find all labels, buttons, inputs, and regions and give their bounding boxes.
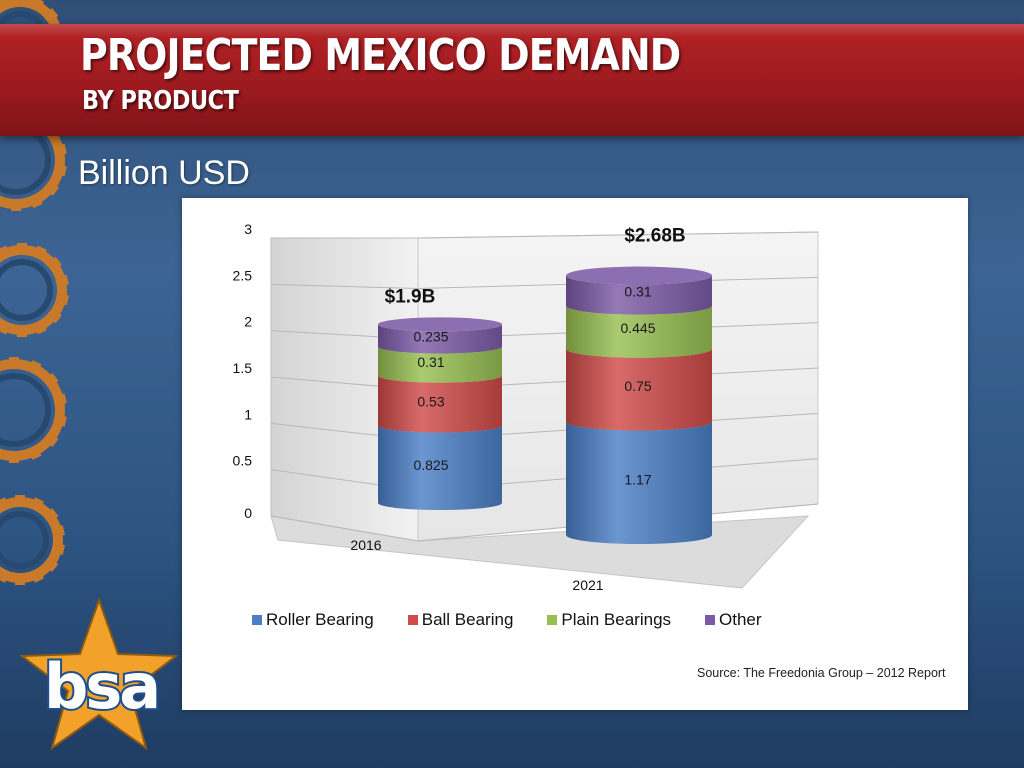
x-tick-label: 2016 bbox=[350, 537, 381, 553]
data-label: 0.31 bbox=[624, 284, 651, 300]
legend-item: Roller Bearing bbox=[252, 610, 374, 630]
bsa-logo: bsa bbox=[19, 596, 179, 751]
data-label: 0.75 bbox=[624, 378, 651, 394]
data-label: 0.31 bbox=[417, 354, 444, 370]
data-label: 0.53 bbox=[417, 394, 444, 410]
bar-segment bbox=[566, 421, 712, 544]
banner-shine bbox=[0, 24, 1024, 38]
logo-text: bsa bbox=[44, 650, 158, 723]
y-tick-label: 2 bbox=[244, 314, 252, 330]
data-label: 0.825 bbox=[413, 457, 448, 473]
x-tick-label: 2021 bbox=[572, 577, 603, 593]
gear-icon bbox=[0, 243, 69, 337]
stacked-cylinder-chart: 0 0.5 1 1.5 2 2.5 3 0.825 0.53 0.31 0.235 1.17 0.75… bbox=[233, 221, 819, 593]
data-label: 1.17 bbox=[624, 471, 651, 487]
legend-label: Ball Bearing bbox=[421, 610, 514, 629]
bar-segment bbox=[566, 348, 712, 431]
gridline bbox=[417, 231, 819, 239]
y-tick-label: 2.5 bbox=[233, 267, 253, 283]
legend-item: Plain Bearings bbox=[547, 610, 671, 630]
total-label: $2.68B bbox=[624, 226, 685, 247]
bar-segment bbox=[378, 425, 502, 510]
legend-item: Other bbox=[705, 610, 762, 630]
data-label: 0.445 bbox=[620, 320, 655, 336]
bar-segment-top bbox=[378, 317, 502, 332]
y-tick-label: 0 bbox=[244, 505, 252, 521]
legend-swatch bbox=[705, 615, 716, 625]
gear-icon bbox=[0, 495, 65, 585]
data-label: 0.235 bbox=[413, 328, 448, 344]
bar-segment bbox=[566, 275, 712, 315]
legend-swatch bbox=[252, 615, 262, 625]
total-label: $1.9B bbox=[385, 286, 436, 307]
legend-label: Plain Bearings bbox=[561, 610, 672, 629]
bar-segment bbox=[378, 324, 502, 354]
y-tick-label: 1 bbox=[244, 406, 252, 422]
cylinder-2016: 0.825 0.53 0.31 0.235 bbox=[378, 317, 502, 510]
legend-swatch bbox=[547, 615, 558, 625]
y-tick-label: 3 bbox=[244, 221, 252, 237]
gridline bbox=[270, 283, 419, 289]
cylinder-2021: 1.17 0.75 0.445 0.31 bbox=[566, 266, 712, 544]
source-note: Source: The Freedonia Group – 2012 Repor… bbox=[697, 666, 946, 680]
units-label: Billion USD bbox=[78, 154, 250, 192]
chart-legend: Roller Bearing Ball Bearing Plain Bearin… bbox=[252, 610, 812, 630]
legend-swatch bbox=[407, 615, 418, 625]
legend-item: Ball Bearing bbox=[407, 610, 514, 630]
y-tick-label: 0.5 bbox=[233, 453, 253, 469]
logo-star-icon bbox=[19, 596, 179, 751]
bar-segment bbox=[566, 305, 712, 358]
bar-segment bbox=[378, 346, 502, 383]
y-tick-label: 1.5 bbox=[233, 360, 253, 376]
title-banner bbox=[0, 24, 1024, 136]
bar-segment bbox=[378, 375, 502, 433]
bar-segment-top bbox=[566, 266, 712, 285]
gridline bbox=[270, 515, 419, 542]
gear-icon bbox=[0, 357, 67, 463]
slide-subtitle: BY PRODUCT bbox=[82, 86, 239, 116]
slide-title: PROJECTED MEXICO DEMAND bbox=[80, 30, 681, 81]
legend-label: Roller Bearing bbox=[266, 610, 374, 629]
legend-label: Other bbox=[719, 610, 762, 629]
